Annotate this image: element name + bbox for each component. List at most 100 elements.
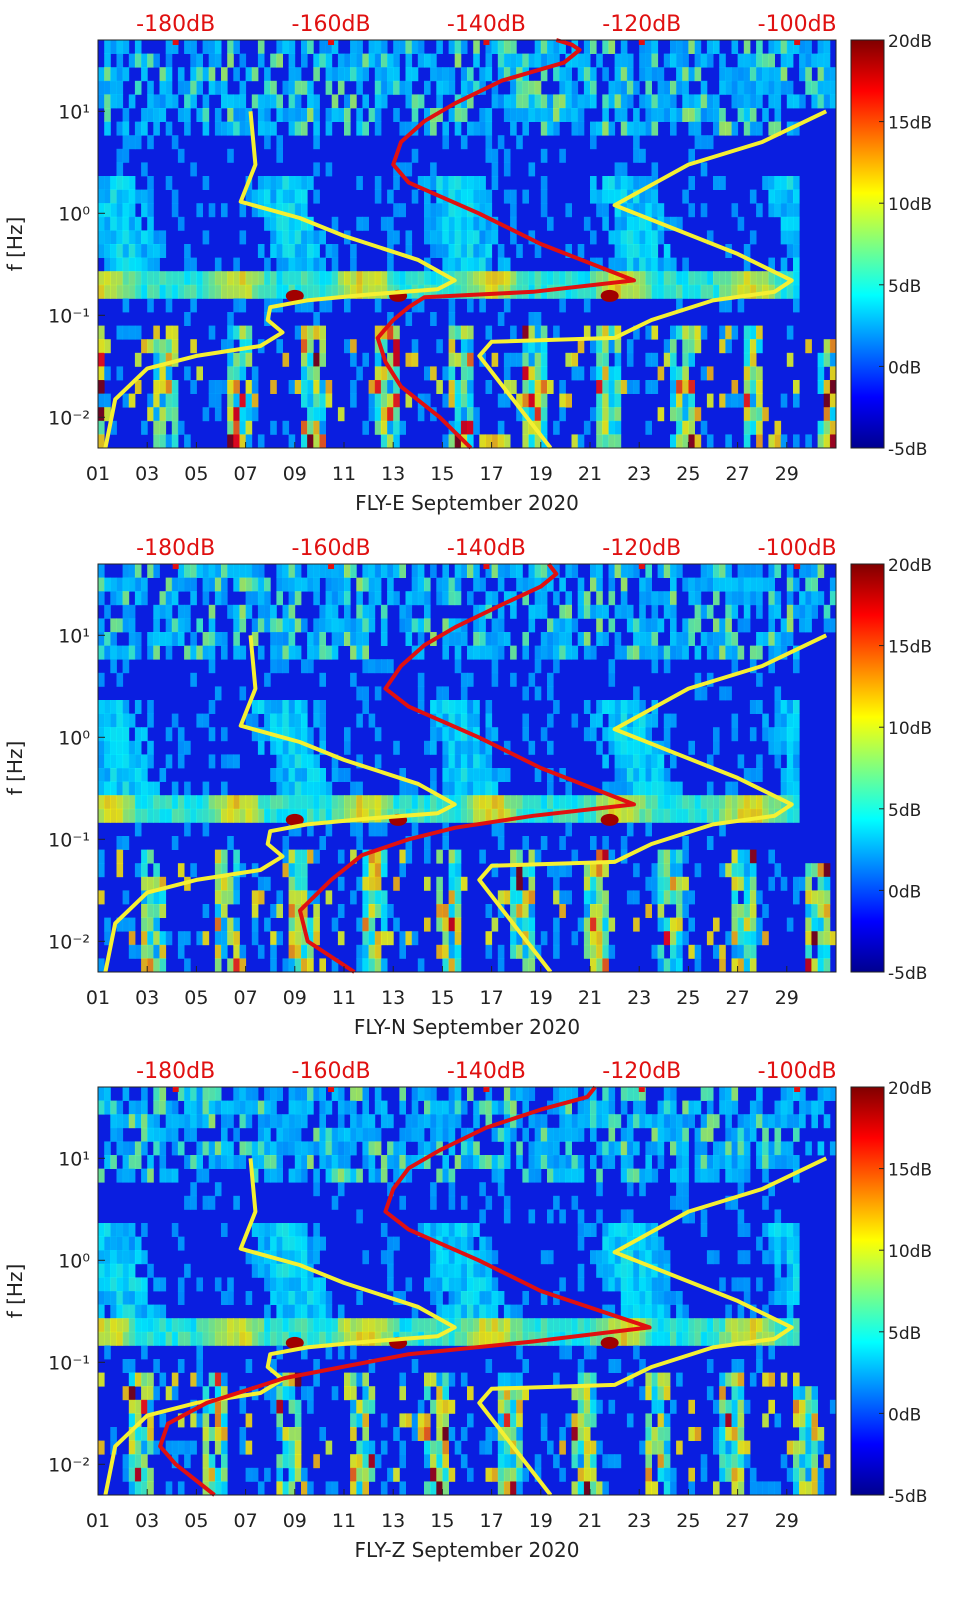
spectrogram-cell: [467, 325, 474, 340]
spectrogram-cell: [171, 135, 179, 150]
spectrogram-cell: [700, 577, 708, 592]
spectrogram-cell: [251, 1223, 259, 1237]
spectrogram-cell: [288, 591, 296, 606]
spectrogram-cell: [430, 162, 437, 177]
spectrogram-cell: [460, 1331, 468, 1346]
spectrogram-cell: [374, 795, 382, 810]
spectrogram-cell: [614, 740, 622, 755]
spectrogram-cell: [104, 121, 111, 136]
spectrogram-cell: [233, 298, 240, 313]
spectrogram-cell: [147, 1304, 154, 1319]
spectrogram-cell: [356, 836, 363, 850]
spectrogram-cell: [337, 1182, 345, 1197]
spectrogram-cell: [233, 1127, 240, 1142]
spectrogram-cell: [356, 1114, 363, 1129]
spectrogram-cell: [749, 284, 757, 299]
spectrogram-cell: [128, 1372, 136, 1387]
spectrogram-cell: [583, 53, 591, 68]
spectrogram-cell: [565, 564, 572, 578]
spectrogram-cell: [442, 1386, 449, 1401]
spectrogram-cell: [731, 271, 739, 286]
spectrogram-cell: [571, 1427, 579, 1441]
spectrogram-cell: [510, 1331, 517, 1346]
spectrogram-cell: [614, 1114, 622, 1129]
spectrogram-cell: [553, 53, 560, 68]
spectrogram-cell: [553, 1454, 560, 1469]
spectrogram-cell: [227, 564, 234, 578]
spectrogram-cell: [553, 700, 560, 714]
spectrogram-cell: [294, 108, 302, 122]
spectrogram-cell: [116, 836, 124, 850]
spectrogram-cell: [116, 94, 124, 109]
spectrogram-cell: [214, 1087, 222, 1101]
spectrogram-cell: [694, 686, 702, 701]
spectrogram-cell: [602, 393, 609, 408]
spectrogram-cell: [165, 1331, 173, 1346]
spectrogram-cell: [663, 1100, 671, 1115]
spectrogram-cell: [350, 271, 357, 286]
spectrogram-cell: [590, 271, 597, 286]
spectrogram-cell: [313, 135, 320, 150]
spectrogram-cell: [104, 727, 111, 742]
spectrogram-cell: [436, 216, 443, 231]
spectrogram-cell: [780, 768, 788, 782]
spectrogram-cell: [171, 203, 179, 218]
spectrogram-cell: [608, 366, 616, 381]
spectrogram-cell: [614, 434, 622, 449]
spectrogram-cell: [448, 230, 456, 245]
spectrogram-cell: [749, 944, 757, 959]
spectrogram-cell: [645, 632, 652, 646]
spectrogram-cell: [325, 271, 333, 286]
spectrogram-cell: [362, 604, 369, 619]
spectrogram-cell: [670, 284, 677, 299]
spectrogram-cell: [663, 795, 671, 810]
spectrogram-cell: [134, 135, 142, 150]
spectrogram-cell: [368, 604, 376, 619]
spectrogram-cell: [177, 808, 185, 823]
spectrogram-cell: [473, 1114, 480, 1129]
spectrogram-cell: [134, 80, 142, 95]
spectrogram-cell: [768, 94, 775, 109]
spectrogram-cell: [670, 591, 677, 606]
spectrogram-cell: [184, 40, 191, 54]
spectrogram-cell: [350, 1141, 357, 1156]
spectrogram-cell: [694, 53, 702, 68]
spectrogram-cell: [503, 632, 511, 646]
spectrogram-cell: [540, 591, 548, 606]
spectrogram-cell: [239, 1141, 247, 1156]
spectrogram-cell: [221, 577, 228, 592]
spectrogram-cell: [645, 1413, 652, 1428]
spectrogram-cell: [645, 230, 652, 245]
spectrogram-cell: [633, 632, 640, 646]
spectrogram-cell: [344, 632, 351, 646]
spectrogram-cell: [516, 1386, 523, 1401]
spectrogram-cell: [325, 645, 333, 660]
spectrogram-cell: [793, 216, 800, 231]
spectrogram-cell: [639, 1236, 646, 1251]
spectrogram-cell: [251, 931, 259, 946]
spectrogram-cell: [202, 94, 210, 109]
spectrogram-cell: [442, 1250, 449, 1265]
spectrogram-cell: [522, 632, 529, 646]
spectrogram-cell: [442, 80, 449, 95]
spectrogram-cell: [602, 917, 609, 932]
spectrogram-cell: [165, 121, 173, 136]
spectrogram-cell: [608, 672, 616, 687]
spectrogram-cell: [553, 917, 560, 932]
spectrogram-cell: [454, 795, 462, 810]
x-tick-label: 07: [234, 987, 258, 1009]
spectrogram-cell: [313, 407, 320, 422]
spectrogram-cell: [301, 781, 308, 796]
spectrogram-cell: [301, 659, 308, 674]
spectrogram-cell: [528, 904, 536, 918]
spectrogram-cell: [374, 1087, 382, 1101]
spectrogram-cell: [522, 1331, 529, 1346]
spectrogram-cell: [811, 890, 818, 905]
spectrogram-cell: [454, 1223, 462, 1237]
spectrogram-cell: [116, 591, 124, 606]
spectrogram-cell: [362, 121, 369, 136]
spectrogram-cell: [202, 1427, 210, 1441]
spectrogram-cell: [596, 366, 603, 381]
spectrogram-cell: [387, 271, 394, 286]
spectrogram-cell: [596, 890, 603, 905]
